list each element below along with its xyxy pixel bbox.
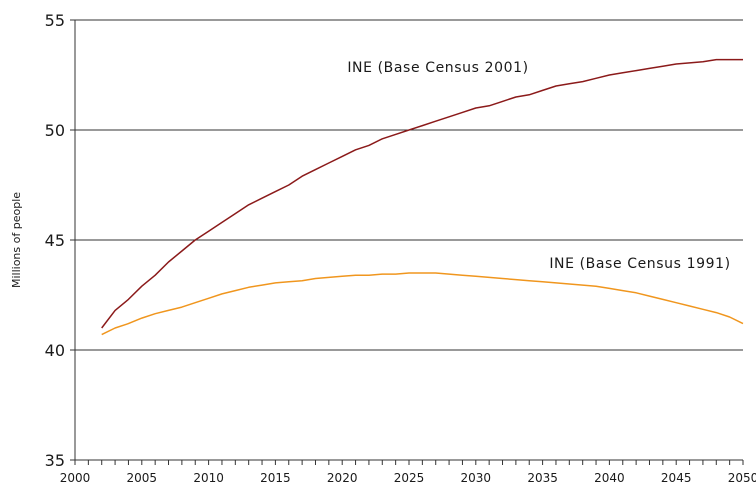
x-tick-label-2000: 2000: [60, 471, 91, 485]
y-tick-labels: 35 40 45 50 55: [45, 11, 75, 470]
x-tick-label-2040: 2040: [594, 471, 625, 485]
series-lines: [101, 58, 744, 336]
y-tick-label-55: 55: [45, 11, 65, 30]
series-label-census-1991: INE (Base Census 1991): [549, 256, 730, 272]
x-tick-label-2025: 2025: [394, 471, 425, 485]
y-tick-label-35: 35: [45, 451, 65, 470]
y-tick-label-50: 50: [45, 121, 65, 140]
y-tick-label-45: 45: [45, 231, 65, 250]
series-line-0: [101, 58, 743, 329]
series-line-1: [101, 272, 744, 336]
x-tick-label-2005: 2005: [127, 471, 158, 485]
x-tick-label-2030: 2030: [461, 471, 492, 485]
y-axis-title: Millions of people: [10, 192, 23, 288]
x-tick-label-2045: 2045: [661, 471, 692, 485]
x-tick-label-2015: 2015: [260, 471, 291, 485]
x-tick-label-2010: 2010: [193, 471, 224, 485]
x-tick-label-2050: 2050: [728, 471, 756, 485]
x-tick-label-2020: 2020: [327, 471, 358, 485]
series-label-census-2001: INE (Base Census 2001): [347, 60, 528, 76]
x-ticks: 2000 2005 2010 2015 2020 2025 2030 2035 2040 2045…: [60, 460, 756, 485]
y-tick-label-40: 40: [45, 341, 65, 360]
x-tick-label-2035: 2035: [527, 471, 558, 485]
